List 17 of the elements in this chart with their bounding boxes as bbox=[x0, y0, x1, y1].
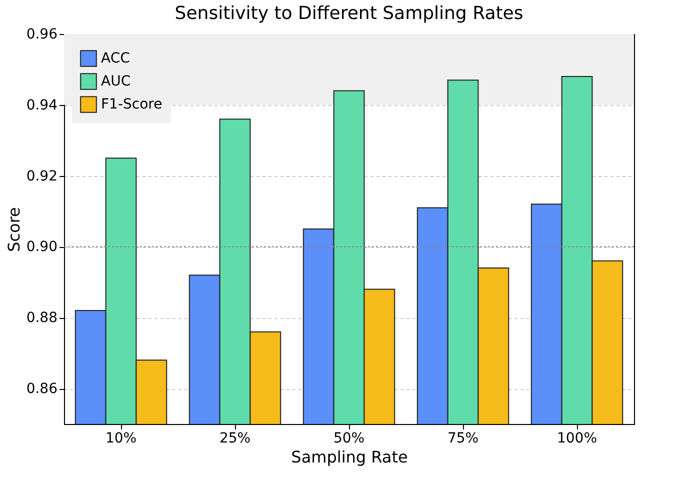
legend-label: ACC bbox=[101, 50, 130, 66]
x-axis-title: Sampling Rate bbox=[291, 448, 408, 466]
y-tick-label: 0.94 bbox=[26, 97, 58, 114]
x-tick-label: 25% bbox=[219, 430, 251, 446]
chart-title: Sensitivity to Different Sampling Rates bbox=[174, 3, 524, 24]
legend-label: F1-Score bbox=[101, 96, 162, 112]
y-tick-label: 0.86 bbox=[26, 381, 58, 398]
y-axis-title: Score bbox=[4, 207, 24, 252]
y-tick-label: 0.96 bbox=[26, 26, 58, 42]
y-tick-label: 0.92 bbox=[26, 168, 58, 184]
x-tick-label: 50% bbox=[333, 430, 365, 446]
x-tick-label: 75% bbox=[447, 430, 479, 446]
legend-label: AUC bbox=[101, 74, 131, 90]
x-tick-label: 100% bbox=[556, 430, 598, 446]
y-tick-label: 0.88 bbox=[26, 310, 58, 326]
x-tick-label: 10% bbox=[105, 430, 137, 446]
y-tick-label: 0.90 bbox=[26, 239, 58, 256]
